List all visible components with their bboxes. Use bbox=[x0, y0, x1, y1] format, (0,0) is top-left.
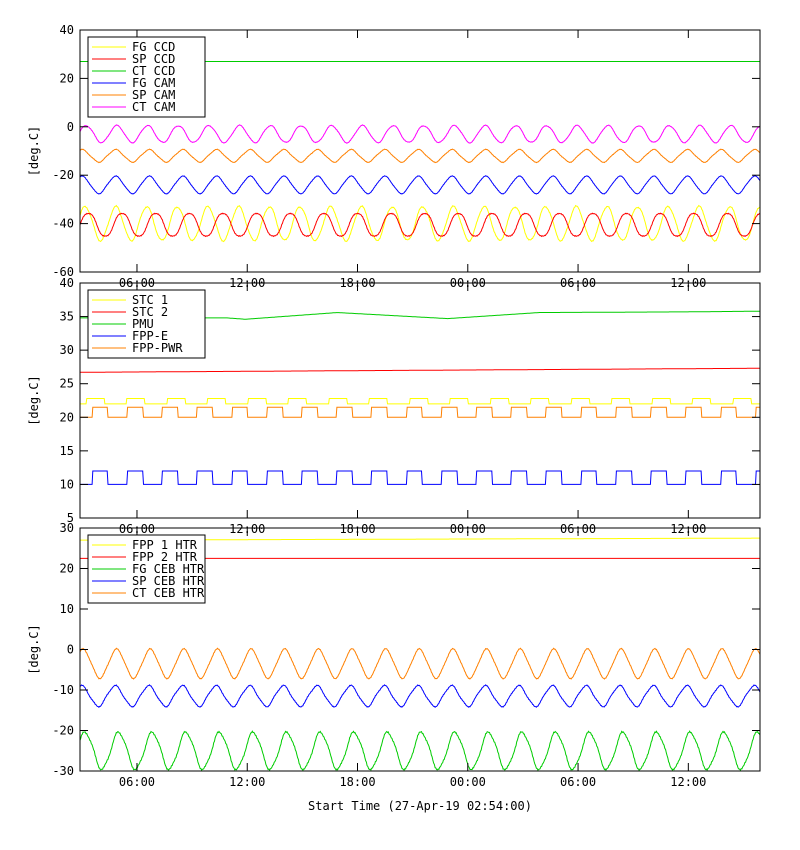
legend-entry: FG CEB HTR bbox=[132, 562, 205, 576]
x-tick-label: 12:00 bbox=[229, 775, 265, 789]
y-tick-label: 40 bbox=[60, 276, 74, 290]
legend-entry: SP CAM bbox=[132, 88, 175, 102]
legend-entry: FG CCD bbox=[132, 40, 175, 54]
legend-entry: FG CAM bbox=[132, 76, 175, 90]
plot-frame bbox=[79, 282, 761, 519]
y-tick-label: 20 bbox=[60, 562, 74, 576]
y-tick-label: 20 bbox=[60, 410, 74, 424]
y-tick-label: 10 bbox=[60, 602, 74, 616]
x-tick-label: 06:00 bbox=[119, 775, 155, 789]
y-tick-label: 0 bbox=[67, 120, 74, 134]
legend-entry: CT CEB HTR bbox=[132, 586, 205, 600]
legend-entry: SP CEB HTR bbox=[132, 574, 205, 588]
legend-entry: FPP 1 HTR bbox=[132, 538, 198, 552]
y-axis-label: [deg.C] bbox=[27, 375, 41, 426]
y-tick-label: 0 bbox=[67, 643, 74, 657]
series-line-ct-ceb-htr bbox=[80, 647, 760, 680]
y-tick-label: 15 bbox=[60, 444, 74, 458]
y-tick-label: -60 bbox=[52, 265, 74, 279]
legend-entry: FPP 2 HTR bbox=[132, 550, 198, 564]
series-line-stc-2 bbox=[80, 367, 760, 373]
series-line-sp-cam bbox=[80, 148, 760, 164]
series-line-stc-1 bbox=[80, 398, 760, 405]
y-tick-label: 5 bbox=[67, 511, 74, 525]
series-line-fpp-pwr bbox=[80, 406, 760, 418]
x-axis-label: Start Time (27-Apr-19 02:54:00) bbox=[308, 799, 532, 813]
y-axis-label: [deg.C] bbox=[27, 126, 41, 177]
legend-entry: FPP-E bbox=[132, 329, 168, 343]
y-tick-label: 25 bbox=[60, 377, 74, 391]
y-tick-label: 30 bbox=[60, 521, 74, 535]
x-tick-label: 12:00 bbox=[670, 775, 706, 789]
legend-entry: FPP-PWR bbox=[132, 341, 183, 355]
y-tick-label: 20 bbox=[60, 71, 74, 85]
legend-entry: STC 1 bbox=[132, 293, 168, 307]
series-line-fpp-e bbox=[80, 470, 760, 485]
plot-frame bbox=[79, 29, 761, 273]
x-tick-label: 00:00 bbox=[450, 775, 486, 789]
series-line-sp-ceb-htr bbox=[80, 684, 760, 709]
series-line-fg-cam bbox=[80, 175, 760, 195]
y-tick-label: -10 bbox=[52, 683, 74, 697]
y-tick-label: -20 bbox=[52, 724, 74, 738]
y-tick-label: 35 bbox=[60, 310, 74, 324]
series-line-fg-ccd bbox=[80, 204, 760, 243]
legend-entry: CT CAM bbox=[132, 100, 175, 114]
legend-entry: PMU bbox=[132, 317, 154, 331]
series-line-ct-cam bbox=[80, 124, 760, 144]
y-tick-label: -20 bbox=[52, 168, 74, 182]
y-tick-label: 30 bbox=[60, 343, 74, 357]
x-tick-label: 06:00 bbox=[560, 775, 596, 789]
y-tick-label: -30 bbox=[52, 764, 74, 778]
legend-entry: SP CCD bbox=[132, 52, 175, 66]
legend-entry: STC 2 bbox=[132, 305, 168, 319]
y-tick-label: 40 bbox=[60, 23, 74, 37]
legend-entry: CT CCD bbox=[132, 64, 175, 78]
x-tick-label: 18:00 bbox=[339, 775, 375, 789]
y-tick-label: -40 bbox=[52, 217, 74, 231]
series-line-sp-ccd bbox=[80, 212, 760, 238]
panel-3: -30 -20 -10 0 10 20 30 06:00 12:00 18:00 00:00 06:0… bbox=[27, 521, 761, 813]
y-axis-label: [deg.C] bbox=[27, 624, 41, 675]
series-line-fg-ceb-htr bbox=[80, 730, 760, 771]
y-tick-label: 10 bbox=[60, 477, 74, 491]
